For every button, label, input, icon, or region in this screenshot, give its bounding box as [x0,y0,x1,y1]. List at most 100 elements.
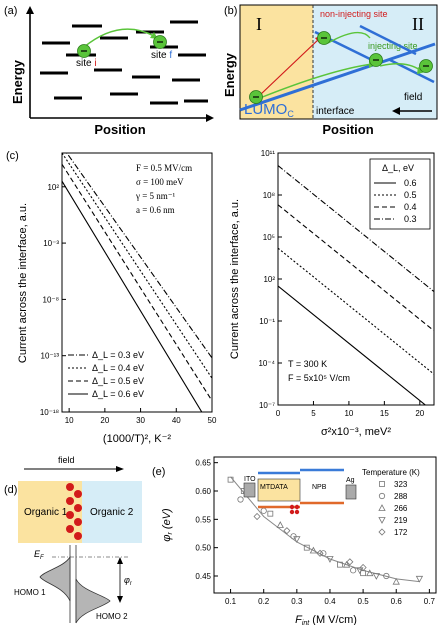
svg-text:Temperature (K): Temperature (K) [362,468,420,477]
y-tick-label: 10⁸ [263,191,275,200]
param-gamma: γ = 5 nm⁻¹ [135,191,176,201]
param-field: F = 0.5 MV/cm [136,163,192,173]
series-line-0 [278,285,427,405]
data-point [260,507,267,514]
plot-frame [213,456,437,594]
panel-c-label: (c) [6,150,19,162]
injecting-hop-3 [379,63,421,71]
non-injecting-label: non-injecting site [320,9,388,19]
x-tick-label: 20 [415,409,424,418]
svg-text:NPB: NPB [312,484,327,491]
y-tick-label: 10⁻¹³ [41,352,60,361]
y-tick-label: 10⁻³ [43,239,59,248]
panel-d: (d) field Organic 1 Organic 2 EF φr HOMO… [4,455,142,624]
phi-label: φr [124,575,133,587]
e-xlabel: Fint (M V/cm) [295,614,357,625]
chart-c-left: Current across the interface, a.u. (1000… [17,152,217,445]
legend-marker [378,528,386,536]
y-tick-label: 10¹¹ [261,149,276,158]
x-tick-label: 10 [344,409,353,418]
y-tick-label: 10⁻⁴ [258,359,275,368]
x-tick-label: 0 [276,409,281,418]
y-tick-label: 10⁻⁷ [259,401,275,410]
c-left-xlabel: (1000/T)², K⁻² [103,433,171,445]
data-point [366,569,374,577]
param-field: F = 5x10⁵ V/cm [288,373,350,383]
x-tick-label: 0.5 [358,597,370,606]
legend-label: 172 [394,528,408,537]
x-tick-label: 5 [311,409,316,418]
homo1-label: HOMO 1 [14,588,46,597]
svg-text:Δ_L = 0.4 eV: Δ_L = 0.4 eV [92,363,144,373]
y-tick-label: 10⁵ [263,233,275,242]
c-left-ylabel: Current across the interface, a.u. [17,203,29,363]
y-tick-label: 0.55 [195,515,211,524]
panel-a-ylabel: Energy [10,59,25,104]
non-injecting-hop [259,37,321,96]
chart-c-right: Current across the interface, a.u. σ²x10… [229,149,435,438]
data-point [415,575,424,583]
panel-a: (a) Energy Position site i site f [4,5,214,137]
chart-e: (e) φr (eV) Fint (M V/cm) 0.45 0.50 0.55 0.… [152,456,437,625]
legend-marker [378,517,386,524]
data-point [303,544,310,551]
data-point [337,561,343,568]
panel-d-label: (d) [4,484,17,496]
x-tick-label: 0.7 [424,597,436,606]
data-point [237,496,244,503]
panel-b-label: (b) [224,5,237,17]
panel-b: (b) Energy Position I II non-injecting s… [222,4,438,137]
legend-marker [378,504,386,511]
c-right-ylabel: Current across the interface, a.u. [229,199,241,359]
data-point [350,567,357,574]
site-level-2 [359,24,417,56]
plot-frame [61,152,213,413]
data-point [267,510,274,517]
y-tick-label: 0.65 [195,459,211,468]
c-left-legend: Δ_L = 0.3 eV Δ_L = 0.4 eV Δ_L = 0.5 eV Δ… [68,350,144,399]
e-legend: Temperature (K) 323 288 266 219 172 [362,468,420,537]
organic2-block [82,481,142,543]
series-line-1 [62,153,212,379]
c-right-legend: Δ_L, eV 0.6 0.5 0.4 0.3 [369,158,431,230]
injecting-label: injecting site [368,41,418,51]
svg-text:Ag: Ag [346,477,355,484]
site-i-label: site i [76,58,97,69]
series-line-3 [62,180,203,412]
data-point [359,563,367,572]
e-ylabel: φr (eV) [161,508,174,542]
data-point [326,556,334,563]
data-point [316,549,324,557]
field-label: field [404,92,422,103]
y-tick-label: 0.45 [195,572,211,581]
homo1-dos [39,555,71,602]
svg-text:Δ_L, eV: Δ_L, eV [382,163,414,173]
organic2-label: Organic 2 [90,507,134,518]
data-point [342,560,351,568]
device-schematic: ITO MTDATA NPB Ag [243,468,357,515]
legend-label: 219 [394,516,408,525]
svg-text:0.3: 0.3 [404,214,417,224]
ef-label: EF [34,549,44,561]
panel-a-y-arrow [26,6,34,14]
x-tick-label: 0.2 [258,597,270,606]
data-point [320,550,327,557]
series-line-0 [66,153,212,359]
y-tick-label: 10² [47,183,59,192]
y-tick-label: 10⁻¹ [259,317,275,326]
series-line-2 [62,163,212,402]
panel-a-x-arrow [206,114,214,122]
legend-marker [379,481,385,487]
svg-text:0.4: 0.4 [404,202,417,212]
x-tick-label: 10 [65,416,74,425]
param-temperature: T = 300 K [288,359,327,369]
x-tick-label: 50 [208,416,217,425]
region-II-label: II [412,14,424,34]
organic1-label: Organic 1 [24,507,68,518]
homo2-dos [75,578,111,624]
data-point [383,572,390,580]
lumo-edge [239,42,436,112]
x-tick-label: 0.4 [324,597,336,606]
param-a: a = 0.6 nm [136,205,175,215]
svg-text:Δ_L = 0.6 eV: Δ_L = 0.6 eV [92,389,144,399]
